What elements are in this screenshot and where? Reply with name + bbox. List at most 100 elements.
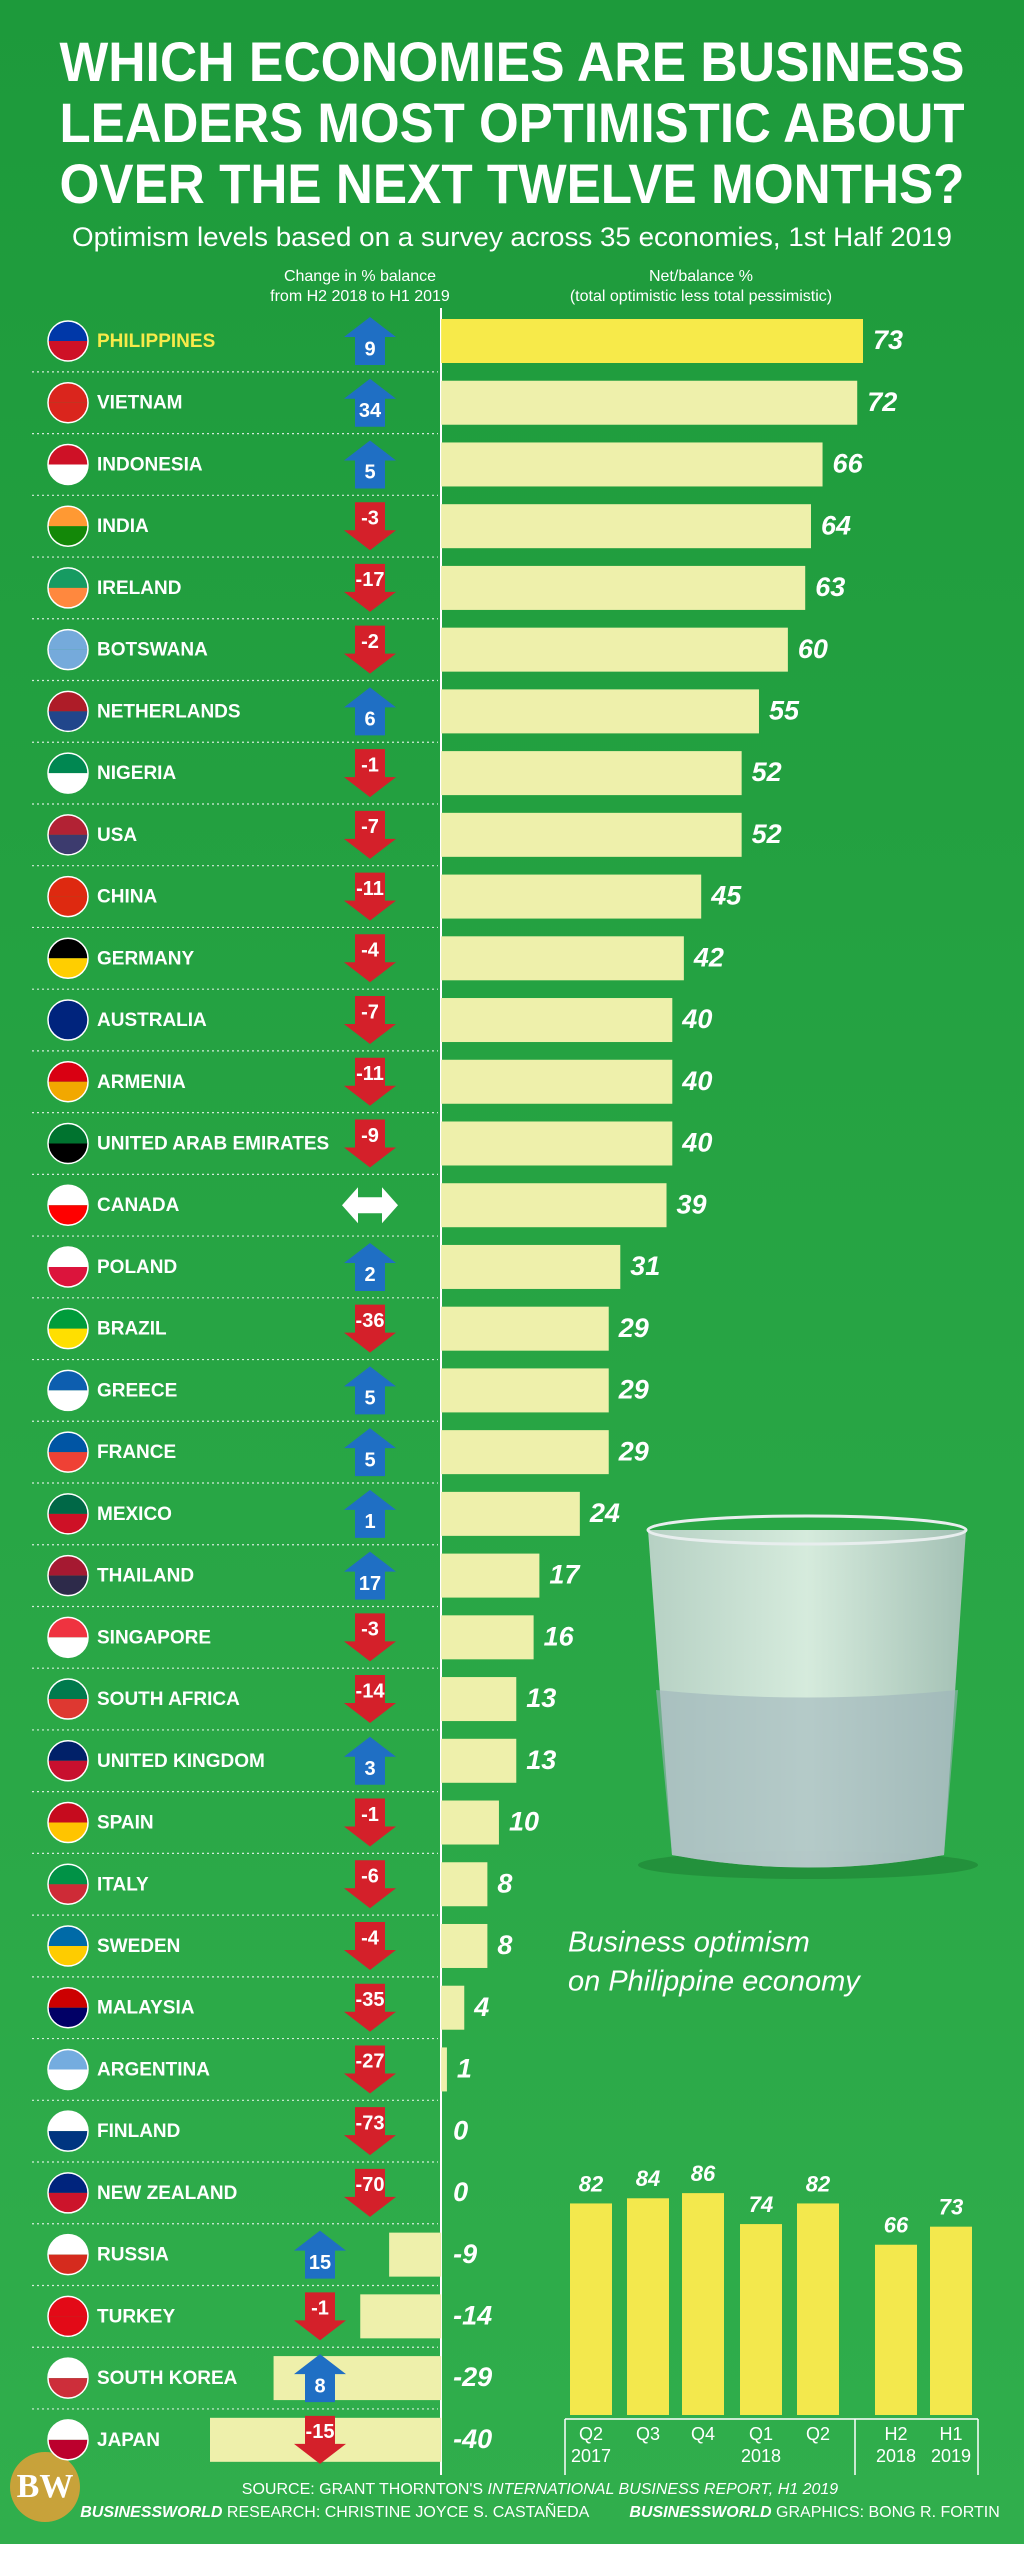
inset-value-label: 84 xyxy=(636,2166,660,2191)
flag-outline xyxy=(47,1554,89,1597)
country-name: RUSSIA xyxy=(97,2245,169,2266)
country-name: BRAZIL xyxy=(97,1319,167,1340)
bar xyxy=(441,1430,609,1475)
value-label: -40 xyxy=(453,2424,492,2454)
value-label: 4 xyxy=(473,1992,489,2022)
flag xyxy=(48,464,88,485)
flag-outline xyxy=(47,1801,89,1844)
change-label: -35 xyxy=(356,1989,385,2011)
flag-outline xyxy=(47,628,89,671)
flag-outline xyxy=(47,1061,89,1103)
flag-outline xyxy=(47,1493,89,1535)
change-arrow xyxy=(294,2292,346,2341)
value-label: 8 xyxy=(497,1930,512,1960)
flag xyxy=(48,2419,88,2440)
change-arrow xyxy=(344,1551,396,1600)
country-name: NEW ZEALAND xyxy=(97,2183,237,2204)
change-arrow xyxy=(344,378,396,427)
change-label: 34 xyxy=(359,400,382,422)
value-header: Net/balance % xyxy=(649,268,753,285)
flag xyxy=(48,2316,88,2337)
flag-outline xyxy=(47,1307,89,1350)
bar xyxy=(441,504,811,549)
flag xyxy=(48,1370,88,1391)
change-label: 17 xyxy=(359,1573,381,1595)
change-arrow xyxy=(344,2168,396,2217)
bar xyxy=(441,1923,488,1968)
value-label: 1 xyxy=(457,2054,472,2084)
inset-value-label: 66 xyxy=(884,2213,909,2238)
flag xyxy=(48,1822,88,1843)
flag-outline xyxy=(47,2419,89,2461)
inset-value-label: 73 xyxy=(939,2194,963,2219)
inset-value-label: 82 xyxy=(806,2171,831,2196)
bar xyxy=(441,1677,517,1722)
flag-outline xyxy=(47,1431,89,1473)
flag-outline xyxy=(47,2110,89,2152)
bar xyxy=(441,1059,673,1104)
inset-x-label: Q3 xyxy=(636,2424,660,2444)
flag-outline xyxy=(47,505,89,547)
inset-value-label: 86 xyxy=(691,2161,716,2186)
flag-outline xyxy=(47,1925,89,1967)
value-label: 52 xyxy=(752,757,782,787)
flag xyxy=(48,402,88,423)
flag xyxy=(48,2172,88,2193)
change-label: -6 xyxy=(361,1866,379,1888)
value-label: 13 xyxy=(526,1745,556,1775)
change-label: -9 xyxy=(361,1125,379,1147)
inset-x-label: H1 xyxy=(939,2424,962,2444)
flag-outline xyxy=(47,2233,89,2276)
flag-outline xyxy=(47,1184,89,1226)
flag xyxy=(48,1575,88,1596)
bar xyxy=(441,1121,673,1166)
flag xyxy=(48,1945,88,1966)
flag xyxy=(48,2296,88,2317)
value-label: 45 xyxy=(710,881,742,911)
country-name: AUSTRALIA xyxy=(97,1010,207,1031)
bar xyxy=(441,1183,667,1228)
inset-x-label: Q2 xyxy=(806,2424,830,2444)
flag xyxy=(48,1266,88,1287)
flag xyxy=(48,1555,88,1576)
change-arrow xyxy=(344,502,396,551)
bar xyxy=(441,1862,488,1907)
bar xyxy=(441,1491,580,1536)
change-arrow xyxy=(294,2415,346,2464)
change-label: -17 xyxy=(356,569,385,591)
change-arrow xyxy=(344,749,396,798)
country-name: USA xyxy=(97,825,137,846)
flag xyxy=(48,526,88,547)
value-label: 10 xyxy=(509,1807,539,1837)
value-label: 13 xyxy=(526,1683,556,1713)
value-label: 8 xyxy=(497,1868,512,1898)
bar xyxy=(441,380,858,425)
flag xyxy=(48,1740,88,1761)
inset-bar xyxy=(627,2198,669,2415)
inset-bar xyxy=(570,2203,612,2415)
inset-bar xyxy=(740,2224,782,2415)
change-label: -2 xyxy=(361,631,379,653)
flag-outline xyxy=(47,1863,89,1905)
change-arrow xyxy=(344,810,396,859)
value-label: 72 xyxy=(867,387,897,417)
change-label: -11 xyxy=(356,1063,384,1085)
flag xyxy=(48,876,88,897)
change-label: -11 xyxy=(356,878,384,900)
flag xyxy=(48,2358,88,2379)
value-label: 60 xyxy=(798,634,828,664)
country-name: NETHERLANDS xyxy=(97,701,241,722)
flag xyxy=(48,587,88,608)
change-label: -4 xyxy=(361,940,380,962)
logo-text: BW xyxy=(17,2468,74,2505)
flag xyxy=(48,753,88,774)
bar xyxy=(441,319,863,363)
value-label: -14 xyxy=(453,2300,492,2330)
inset-value-label: 82 xyxy=(579,2171,604,2196)
flag xyxy=(48,1205,88,1226)
flag xyxy=(48,2007,88,2028)
flag xyxy=(48,958,88,979)
change-label: 5 xyxy=(364,1388,375,1410)
change-label: 15 xyxy=(309,2252,331,2274)
flag xyxy=(48,444,88,465)
